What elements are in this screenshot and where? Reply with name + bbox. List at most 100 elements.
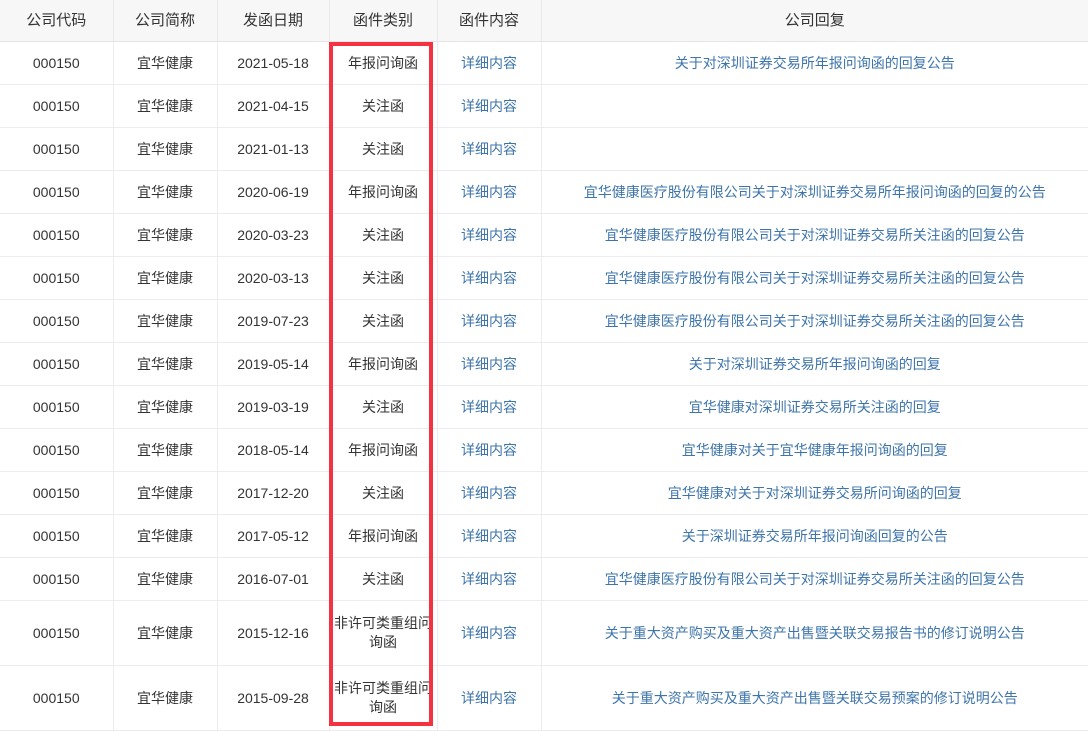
table-row: 000150 宜华健康 2020-03-13 关注函 详细内容 宜华健康医疗股份有限公司关… [0,256,1088,300]
letter-detail-link[interactable]: 详细内容 [461,227,517,243]
cell-company-short-name: 宜华健康 [113,256,218,300]
table-row: 000150 宜华健康 2018-05-14 年报问询函 详细内容 宜华健康对关于宜华健康… [0,428,1088,472]
cell-letter-type: 关注函 [329,471,438,515]
table-row: 000150 宜华健康 2019-07-23 关注函 详细内容 宜华健康医疗股份有限公司关… [0,299,1088,343]
cell-company-short-name: 宜华健康 [113,170,218,214]
cell-company-code: 000150 [0,127,114,171]
letter-detail-link[interactable]: 详细内容 [461,528,517,544]
cell-company-reply: 宜华健康医疗股份有限公司关于对深圳证券交易所关注函的回复公告 [541,557,1088,601]
cell-company-reply: 关于深圳证券交易所年报问询函回复的公告 [541,514,1088,558]
letter-detail-link[interactable]: 详细内容 [461,313,517,329]
company-reply-link[interactable]: 宜华健康对深圳证券交易所关注函的回复 [688,399,941,415]
cell-letter-body: 详细内容 [437,84,542,128]
cell-letter-type: 年报问询函 [329,170,438,214]
cell-company-code: 000150 [0,256,114,300]
company-reply-link[interactable]: 关于对深圳证券交易所年报问询函的回复公告 [674,55,955,71]
letter-detail-link[interactable]: 详细内容 [461,356,517,372]
table-body: 000150 宜华健康 2021-05-18 年报问询函 详细内容 关于对深圳证券交易所年… [0,41,1088,731]
table-header-row: 公司代码 公司简称 发函日期 函件类别 函件内容 公司回复 [0,0,1088,42]
cell-company-code: 000150 [0,600,114,666]
company-reply-link[interactable]: 关于重大资产购买及重大资产出售暨关联交易预案的修订说明公告 [611,690,1018,706]
company-reply-link[interactable]: 关于重大资产购买及重大资产出售暨关联交易报告书的修订说明公告 [604,625,1025,641]
cell-letter-type: 关注函 [329,299,438,343]
cell-company-reply [541,127,1088,171]
cell-letter-type: 年报问询函 [329,428,438,472]
cell-letter-type: 关注函 [329,256,438,300]
letter-detail-link[interactable]: 详细内容 [461,485,517,501]
cell-company-reply: 关于重大资产购买及重大资产出售暨关联交易预案的修订说明公告 [541,665,1088,731]
cell-letter-body: 详细内容 [437,428,542,472]
column-header-letter-body: 函件内容 [437,0,542,42]
table-row: 000150 宜华健康 2021-01-13 关注函 详细内容 [0,127,1088,171]
table-row: 000150 宜华健康 2016-07-01 关注函 详细内容 宜华健康医疗股份有限公司关… [0,557,1088,601]
letter-detail-link[interactable]: 详细内容 [461,399,517,415]
cell-letter-body: 详细内容 [437,170,542,214]
cell-letter-date: 2019-05-14 [217,342,330,386]
cell-company-reply: 宜华健康医疗股份有限公司关于对深圳证券交易所年报问询函的回复的公告 [541,170,1088,214]
cell-letter-date: 2020-06-19 [217,170,330,214]
letter-detail-link[interactable]: 详细内容 [461,690,517,706]
cell-letter-date: 2015-12-16 [217,600,330,666]
cell-company-code: 000150 [0,299,114,343]
company-reply-link[interactable]: 宜华健康对关于宜华健康年报问询函的回复 [681,442,948,458]
cell-company-short-name: 宜华健康 [113,385,218,429]
column-header-company-code: 公司代码 [0,0,114,42]
letter-detail-link[interactable]: 详细内容 [461,98,517,114]
cell-company-code: 000150 [0,514,114,558]
cell-letter-date: 2020-03-13 [217,256,330,300]
company-reply-link[interactable]: 宜华健康医疗股份有限公司关于对深圳证券交易所关注函的回复公告 [604,571,1025,587]
company-reply-link[interactable]: 关于对深圳证券交易所年报问询函的回复 [688,356,941,372]
cell-company-code: 000150 [0,471,114,515]
cell-company-short-name: 宜华健康 [113,557,218,601]
letter-detail-link[interactable]: 详细内容 [461,625,517,641]
company-reply-link[interactable]: 宜华健康医疗股份有限公司关于对深圳证券交易所年报问询函的回复的公告 [583,184,1046,200]
column-header-company-reply: 公司回复 [541,0,1088,42]
cell-company-reply: 宜华健康医疗股份有限公司关于对深圳证券交易所关注函的回复公告 [541,256,1088,300]
cell-company-short-name: 宜华健康 [113,665,218,731]
cell-letter-date: 2017-12-20 [217,471,330,515]
cell-company-short-name: 宜华健康 [113,428,218,472]
company-reply-link[interactable]: 宜华健康对关于对深圳证券交易所问询函的回复 [667,485,962,501]
letter-detail-link[interactable]: 详细内容 [461,141,517,157]
cell-letter-body: 详细内容 [437,600,542,666]
cell-letter-date: 2020-03-23 [217,213,330,257]
letter-detail-link[interactable]: 详细内容 [461,442,517,458]
cell-letter-body: 详细内容 [437,342,542,386]
letter-detail-link[interactable]: 详细内容 [461,571,517,587]
cell-company-short-name: 宜华健康 [113,299,218,343]
cell-letter-body: 详细内容 [437,127,542,171]
cell-company-reply: 宜华健康医疗股份有限公司关于对深圳证券交易所关注函的回复公告 [541,213,1088,257]
letter-detail-link[interactable]: 详细内容 [461,184,517,200]
cell-letter-body: 详细内容 [437,557,542,601]
cell-letter-type: 年报问询函 [329,514,438,558]
column-header-letter-date: 发函日期 [217,0,330,42]
cell-letter-body: 详细内容 [437,514,542,558]
company-reply-link[interactable]: 宜华健康医疗股份有限公司关于对深圳证券交易所关注函的回复公告 [604,270,1025,286]
cell-company-reply: 关于重大资产购买及重大资产出售暨关联交易报告书的修订说明公告 [541,600,1088,666]
cell-company-short-name: 宜华健康 [113,342,218,386]
table-row: 000150 宜华健康 2017-12-20 关注函 详细内容 宜华健康对关于对深圳证券交… [0,471,1088,515]
cell-letter-type: 年报问询函 [329,342,438,386]
cell-company-reply: 宜华健康对深圳证券交易所关注函的回复 [541,385,1088,429]
cell-company-reply: 宜华健康对关于对深圳证券交易所问询函的回复 [541,471,1088,515]
table-row: 000150 宜华健康 2021-04-15 关注函 详细内容 [0,84,1088,128]
cell-letter-date: 2017-05-12 [217,514,330,558]
cell-letter-type: 非许可类重组问询函 [329,665,438,731]
cell-letter-type: 关注函 [329,127,438,171]
company-reply-link[interactable]: 宜华健康医疗股份有限公司关于对深圳证券交易所关注函的回复公告 [604,227,1025,243]
cell-letter-type: 非许可类重组问询函 [329,600,438,666]
table-row: 000150 宜华健康 2015-09-28 非许可类重组问询函 详细内容 关于重大资产购… [0,665,1088,731]
cell-letter-body: 详细内容 [437,299,542,343]
letter-detail-link[interactable]: 详细内容 [461,270,517,286]
cell-company-code: 000150 [0,385,114,429]
cell-company-code: 000150 [0,84,114,128]
cell-letter-date: 2016-07-01 [217,557,330,601]
cell-company-code: 000150 [0,428,114,472]
cell-letter-body: 详细内容 [437,471,542,515]
letter-detail-link[interactable]: 详细内容 [461,55,517,71]
company-reply-link[interactable]: 宜华健康医疗股份有限公司关于对深圳证券交易所关注函的回复公告 [604,313,1025,329]
company-reply-link[interactable]: 关于深圳证券交易所年报问询函回复的公告 [681,528,948,544]
cell-company-code: 000150 [0,213,114,257]
cell-company-reply: 关于对深圳证券交易所年报问询函的回复公告 [541,41,1088,85]
